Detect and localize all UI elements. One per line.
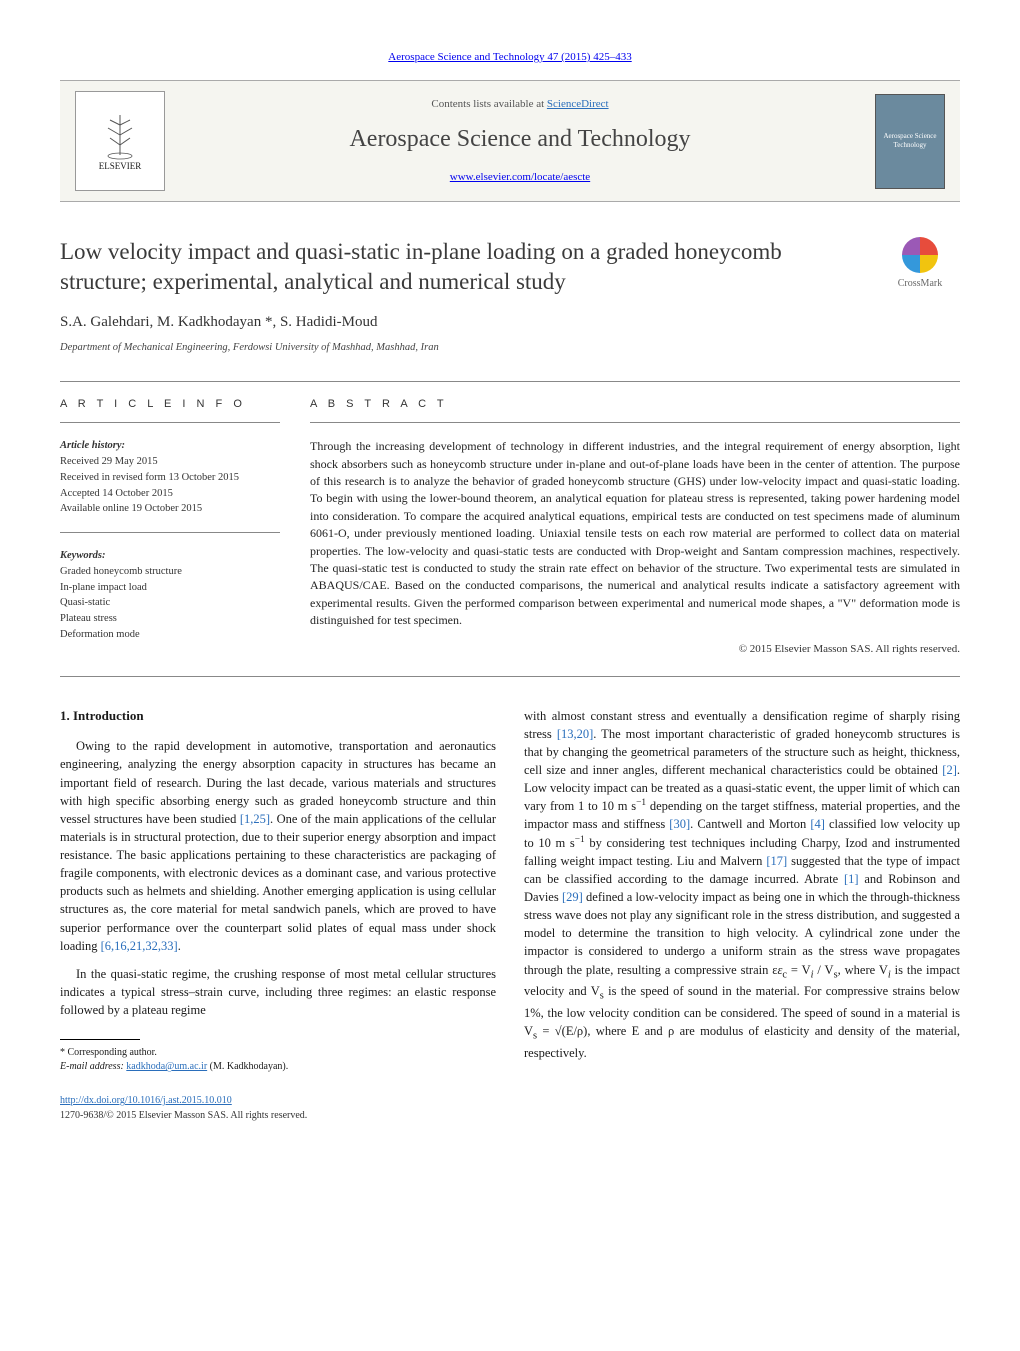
journal-name: Aerospace Science and Technology: [185, 123, 855, 157]
article-info-label: A R T I C L E I N F O: [60, 397, 280, 412]
rule-abstract: [310, 422, 960, 423]
keywords-block: Keywords: Graded honeycomb structure In-…: [60, 548, 280, 643]
keyword: Deformation mode: [60, 627, 280, 643]
crossmark-icon: [902, 237, 938, 273]
page-root: Aerospace Science and Technology 47 (201…: [0, 0, 1020, 1163]
rule-info-2: [60, 532, 280, 533]
keywords-header: Keywords:: [60, 548, 280, 564]
history-header: Article history:: [60, 438, 280, 454]
header-center: Contents lists available at ScienceDirec…: [165, 97, 875, 185]
intro-para-1: Owing to the rapid development in automo…: [60, 737, 496, 955]
citation[interactable]: [4]: [810, 817, 825, 831]
header-band: ELSEVIER Contents lists available at Sci…: [60, 80, 960, 202]
corresponding-author: * Corresponding author.: [60, 1046, 496, 1060]
doi-block: http://dx.doi.org/10.1016/j.ast.2015.10.…: [60, 1094, 496, 1123]
corresponding-footnote: * Corresponding author. E-mail address: …: [60, 1046, 496, 1074]
left-column: 1. Introduction Owing to the rapid devel…: [60, 707, 496, 1124]
cover-text: Aerospace Science Technology: [876, 132, 944, 152]
crossmark-label: CrossMark: [898, 277, 942, 291]
contents-prefix: Contents lists available at: [431, 98, 546, 110]
intro-para-2: In the quasi-static regime, the crushing…: [60, 965, 496, 1019]
sciencedirect-link[interactable]: ScienceDirect: [547, 98, 609, 110]
email-author: (M. Kadkhodayan).: [207, 1061, 288, 1072]
contents-line: Contents lists available at ScienceDirec…: [185, 97, 855, 112]
info-abstract-row: A R T I C L E I N F O Article history: R…: [60, 397, 960, 658]
abstract-copyright: © 2015 Elsevier Masson SAS. All rights r…: [310, 642, 960, 657]
intro-para-3: with almost constant stress and eventual…: [524, 707, 960, 1062]
publisher-name: ELSEVIER: [99, 160, 142, 173]
citation[interactable]: [17]: [766, 854, 787, 868]
citation[interactable]: [29]: [562, 890, 583, 904]
issn-copyright: 1270-9638/© 2015 Elsevier Masson SAS. Al…: [60, 1109, 496, 1124]
affiliation: Department of Mechanical Engineering, Fe…: [60, 341, 960, 356]
publisher-logo: ELSEVIER: [75, 91, 165, 191]
history-item: Accepted 14 October 2015: [60, 486, 280, 502]
keyword: In-plane impact load: [60, 580, 280, 596]
article-history: Article history: Received 29 May 2015 Re…: [60, 438, 280, 517]
rule-top: [60, 381, 960, 382]
citation[interactable]: [6,16,21,32,33]: [101, 939, 178, 953]
journal-homepage-link[interactable]: www.elsevier.com/locate/aescte: [450, 171, 590, 183]
doi-link[interactable]: http://dx.doi.org/10.1016/j.ast.2015.10.…: [60, 1095, 232, 1106]
keyword: Quasi-static: [60, 595, 280, 611]
body-two-column: 1. Introduction Owing to the rapid devel…: [60, 707, 960, 1124]
journal-cover-thumb: Aerospace Science Technology: [875, 94, 945, 189]
citation[interactable]: [1]: [844, 872, 859, 886]
journal-ref-link[interactable]: Aerospace Science and Technology 47 (201…: [388, 51, 631, 63]
article-info-column: A R T I C L E I N F O Article history: R…: [60, 397, 280, 658]
history-item: Received in revised form 13 October 2015: [60, 470, 280, 486]
right-column: with almost constant stress and eventual…: [524, 707, 960, 1124]
citation[interactable]: [30]: [669, 817, 690, 831]
email-link[interactable]: kadkhoda@um.ac.ir: [126, 1061, 207, 1072]
crossmark-badge[interactable]: CrossMark: [880, 237, 960, 291]
citation[interactable]: [1,25]: [240, 812, 270, 826]
history-item: Received 29 May 2015: [60, 454, 280, 470]
keyword: Plateau stress: [60, 611, 280, 627]
abstract-column: A B S T R A C T Through the increasing d…: [310, 397, 960, 658]
authors-line: S.A. Galehdari, M. Kadkhodayan *, S. Had…: [60, 312, 960, 333]
citation[interactable]: [13,20]: [557, 727, 593, 741]
footnote-rule: [60, 1039, 140, 1040]
section-1-heading: 1. Introduction: [60, 707, 496, 726]
journal-ref-top: Aerospace Science and Technology 47 (201…: [60, 50, 960, 65]
article-title: Low velocity impact and quasi-static in-…: [60, 237, 860, 297]
title-block: Low velocity impact and quasi-static in-…: [60, 237, 960, 312]
citation[interactable]: [2]: [942, 763, 957, 777]
history-item: Available online 19 October 2015: [60, 501, 280, 517]
abstract-label: A B S T R A C T: [310, 397, 960, 412]
elsevier-tree-icon: [100, 110, 140, 160]
keyword: Graded honeycomb structure: [60, 564, 280, 580]
rule-bottom: [60, 676, 960, 677]
abstract-text: Through the increasing development of te…: [310, 438, 960, 629]
email-label: E-mail address:: [60, 1061, 126, 1072]
rule-info-1: [60, 422, 280, 423]
